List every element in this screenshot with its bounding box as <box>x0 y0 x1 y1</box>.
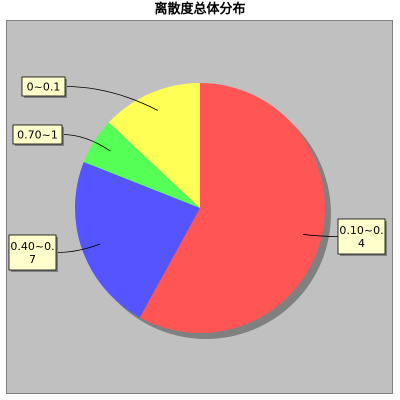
label-box-0 <box>337 218 386 255</box>
slice-label-0-line-1: 4 <box>358 237 365 250</box>
slice-label-1-line-0: 0.40~0. <box>10 240 54 253</box>
pie-slice-1 <box>75 161 200 318</box>
leader-line-3 <box>64 86 158 111</box>
slice-label-2-line-0: 0.70~1 <box>17 129 58 142</box>
slice-label-0-line-0: 0.10~0. <box>339 224 383 237</box>
slice-label-1-line-1: 7 <box>29 253 36 266</box>
leader-line-2 <box>61 134 111 152</box>
label-box-1 <box>8 234 57 271</box>
pie-slice-2 <box>83 122 200 208</box>
label-box-3 <box>21 76 66 97</box>
leader-line-1 <box>55 243 101 253</box>
label-box-2 <box>12 124 63 145</box>
chart-title: 离散度总体分布 <box>154 2 246 17</box>
slice-label-3-line-0: 0~0.1 <box>27 81 61 94</box>
leader-line-0 <box>302 234 339 237</box>
pie-slice-3 <box>108 83 200 208</box>
pie-slice-0 <box>139 83 325 334</box>
